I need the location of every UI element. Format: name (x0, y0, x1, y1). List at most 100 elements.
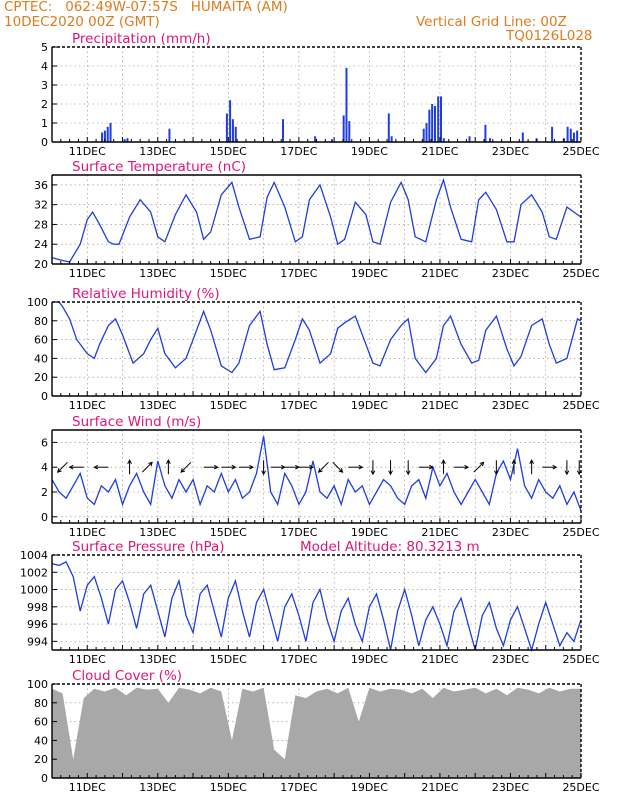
y-tick-label: 3 (41, 79, 48, 92)
y-tick-label: 100 (27, 296, 48, 309)
x-tick-label: 11DEC (69, 267, 106, 280)
wind-arrow (318, 461, 329, 473)
wind-arrowhead (479, 461, 485, 467)
precip-bar (439, 96, 442, 142)
precip-bar (231, 119, 234, 142)
x-tick-label: 15DEC (210, 145, 247, 158)
y-tick-label: 32 (34, 199, 48, 212)
precip-bar (442, 138, 445, 142)
wind-arrow (180, 461, 192, 473)
y-tick-label: 28 (34, 218, 48, 231)
precip-bar (390, 136, 393, 142)
precip-bar (106, 126, 109, 142)
x-tick-label: 17DEC (280, 399, 317, 412)
y-tick-label: 60 (34, 716, 48, 729)
cloud-cover-area (52, 687, 581, 778)
header-date: 10DEC2020 00Z (GMT) (4, 14, 160, 30)
wind-arrowhead (180, 468, 186, 473)
precip-bar (566, 126, 569, 142)
y-tick-label: 0 (41, 772, 48, 785)
y-tick-label: 1002 (20, 566, 48, 579)
y-tick-label: 998 (27, 601, 48, 614)
precip-bar (103, 130, 106, 142)
x-tick-label: 13DEC (139, 653, 176, 666)
panel-title: Precipitation (mm/h) (72, 31, 211, 47)
y-tick-label: 60 (34, 334, 48, 347)
panel-title: Surface Temperature (nC) (72, 159, 246, 175)
series-line (52, 301, 582, 374)
x-tick-label: 13DEC (139, 399, 176, 412)
x-tick-label: 17DEC (280, 267, 317, 280)
header-model-code: TQ0126L028 (506, 28, 593, 44)
wind-arrowhead (317, 468, 323, 473)
y-tick-label: 20 (34, 753, 48, 766)
wind-arrow (473, 461, 484, 473)
precip-bar (521, 132, 524, 142)
wind-arrowhead (338, 468, 344, 473)
x-tick-label: 19DEC (351, 267, 388, 280)
wind-arrowhead (552, 464, 558, 470)
x-tick-label: 19DEC (351, 653, 388, 666)
y-tick-label: 4 (41, 461, 48, 474)
x-tick-label: 25DEC (562, 267, 599, 280)
x-tick-label: 17DEC (280, 653, 317, 666)
x-tick-label: 15DEC (210, 781, 247, 794)
wind-arrowhead (511, 459, 517, 464)
header-grid-note: Vertical Grid Line: 00Z (416, 14, 567, 30)
precip-bar (431, 104, 434, 142)
x-tick-label: 21DEC (421, 653, 458, 666)
y-tick-label: 40 (34, 352, 48, 365)
x-tick-label: 21DEC (421, 267, 458, 280)
panel-title: Cloud Cover (%) (72, 668, 182, 684)
model-altitude-label: Model Altitude: 80.3213 m (300, 539, 480, 555)
panel-title: Surface Wind (m/s) (72, 414, 201, 430)
wind-arrowhead (231, 464, 237, 470)
precip-bar (168, 128, 171, 142)
precip-bar (331, 139, 334, 142)
x-tick-label: 23DEC (492, 526, 529, 539)
y-tick-label: 1 (41, 117, 48, 130)
wind-arrow (57, 461, 68, 473)
wind-arrowhead (464, 464, 470, 470)
wind-arrowhead (529, 459, 534, 464)
precip-bar (234, 126, 237, 142)
precip-bar (229, 100, 232, 142)
wind-arrowhead (249, 464, 255, 470)
precip-bar (484, 124, 487, 142)
x-tick-label: 21DEC (421, 399, 458, 412)
y-tick-label: 0 (41, 390, 48, 403)
precip-bar (489, 138, 492, 142)
y-tick-label: 4 (41, 60, 48, 73)
precip-bar (468, 136, 471, 142)
y-tick-label: 994 (27, 635, 48, 648)
wind-arrowhead (370, 470, 376, 476)
precip-bar (425, 123, 428, 142)
header-station: CPTEC: 062:49W-07:57S HUMAITA (AM) (4, 0, 288, 15)
x-tick-label: 15DEC (210, 399, 247, 412)
precip-bar (437, 96, 440, 142)
y-tick-label: 5 (41, 41, 48, 54)
precip-bar (126, 138, 129, 142)
wind-arrowhead (441, 459, 446, 464)
x-tick-label: 13DEC (139, 781, 176, 794)
y-tick-label: 0 (41, 136, 48, 149)
wind-arrowhead (261, 470, 266, 476)
x-tick-label: 19DEC (351, 399, 388, 412)
x-tick-label: 21DEC (421, 145, 458, 158)
x-tick-label: 11DEC (69, 653, 106, 666)
precip-bar (348, 121, 351, 142)
x-tick-label: 23DEC (492, 399, 529, 412)
y-tick-label: 20 (34, 371, 48, 384)
y-tick-label: 100 (27, 678, 48, 691)
wind-arrowhead (68, 464, 74, 470)
y-tick-label: 2 (41, 98, 48, 111)
x-tick-label: 23DEC (492, 653, 529, 666)
wind-arrowhead (309, 464, 314, 470)
x-tick-label: 25DEC (562, 145, 599, 158)
wind-arrowhead (148, 461, 153, 467)
precip-bar (433, 105, 436, 142)
x-tick-label: 23DEC (492, 145, 529, 158)
panel-title: Relative Humidity (%) (72, 286, 220, 302)
x-tick-label: 25DEC (562, 781, 599, 794)
